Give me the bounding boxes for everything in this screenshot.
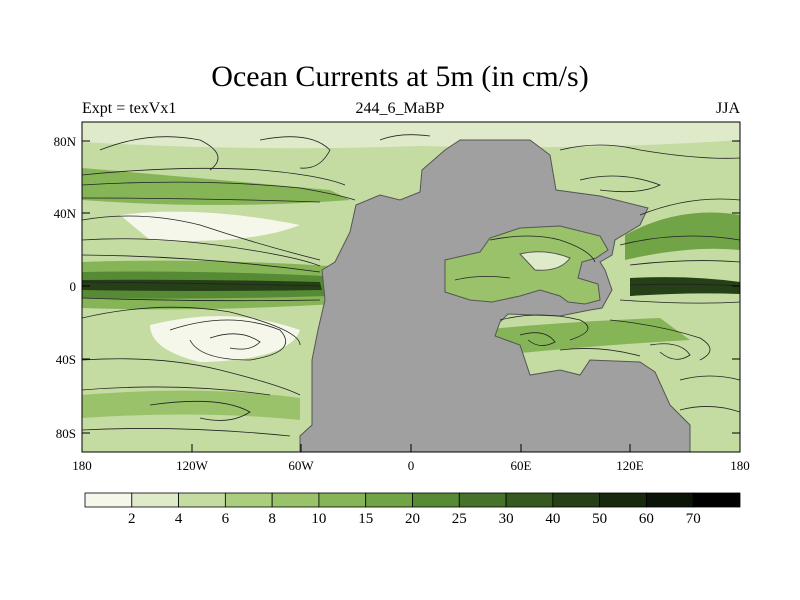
colorbar-swatch [646,492,694,508]
colorbar-swatch [458,492,507,508]
lon-tick-label: 120W [176,458,209,473]
colorbar-label: 2 [128,511,136,527]
lat-axis [82,140,740,434]
lon-tick-label: 0 [408,458,415,473]
north-westerly-band [82,168,350,205]
colorbar-swatch [599,492,647,508]
colorbar-label: 70 [686,511,701,527]
lat-tick-label: 80N [54,134,77,149]
colorbar-swatch [131,492,179,508]
map-title: Ocean Currents at 5m (in cm/s) [211,60,589,93]
tethys-sea [444,225,609,305]
colorbar-swatch [412,492,460,508]
colorbar-label: 60 [639,511,654,527]
colorbar-swatch [318,492,367,508]
colorbar-swatch [365,492,413,508]
colorbar-swatch [178,492,226,508]
colorbar-swatch [271,492,320,508]
colorbar-label: 25 [452,511,467,527]
lon-tick-label: 120E [616,458,644,473]
lat-tick-label: 80S [56,426,76,441]
colorbar-label: 6 [222,511,230,527]
lon-axis [81,444,741,452]
colorbar [84,492,741,508]
arctic-band [82,122,740,149]
colorbar-label: 15 [358,511,373,527]
lat-tick-label: 0 [70,279,77,294]
lat-tick-label: 40S [56,352,76,367]
colorbar-label: 30 [499,511,514,527]
experiment-label: Expt = texVx1 [82,100,177,117]
colorbar-swatch [505,492,554,508]
colorbar-labels: 2 4 6 8 10 15 20 25 30 40 50 60 70 [128,511,701,527]
colorbar-swatch [552,492,601,508]
period-label: 244_6_MaBP [355,100,445,117]
colorbar-label: 8 [268,511,276,527]
tethys-outer [444,225,609,305]
streamlines [82,134,740,437]
south-gyre-pale [150,316,300,362]
lon-tick-labels: 180 120W 60W 0 60E 120E 180 [72,458,750,473]
colorbar-label: 40 [545,511,560,527]
colorbar-label: 20 [405,511,420,527]
colorbar-swatch [692,492,741,508]
north-pale-patch [120,211,300,241]
southern-band [82,390,300,420]
lon-tick-label: 180 [72,458,92,473]
colorbar-label: 4 [175,511,183,527]
lon-tick-label: 60W [288,458,314,473]
season-label: JJA [715,100,740,117]
lat-tick-label: 40N [54,206,77,221]
lon-tick-label: 180 [730,458,750,473]
speed-shading [82,122,740,420]
lat-tick-labels: 80N 40N 0 40S 80S [54,134,77,441]
lon-tick-label: 60E [511,458,532,473]
tethys-inner [519,251,571,271]
colorbar-swatch [224,492,273,508]
south-east-band [480,318,690,355]
far-east-equatorial [630,277,740,296]
colorbar-swatch [84,492,133,508]
colorbar-label: 10 [311,511,326,527]
colorbar-label: 50 [592,511,607,527]
